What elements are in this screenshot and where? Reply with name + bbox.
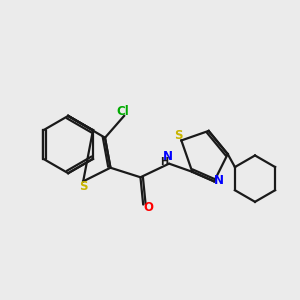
- Text: Cl: Cl: [116, 104, 129, 118]
- Text: O: O: [144, 201, 154, 214]
- Text: S: S: [174, 129, 183, 142]
- Text: S: S: [79, 180, 87, 193]
- Text: H: H: [160, 157, 168, 167]
- Text: N: N: [214, 173, 224, 187]
- Text: N: N: [163, 150, 173, 163]
